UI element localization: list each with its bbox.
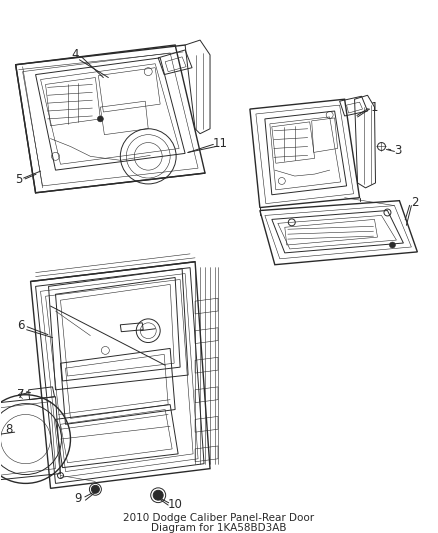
Text: Diagram for 1KA58BD3AB: Diagram for 1KA58BD3AB bbox=[151, 523, 287, 533]
Text: 11: 11 bbox=[212, 137, 227, 150]
Text: 2: 2 bbox=[411, 196, 418, 209]
Text: 6: 6 bbox=[17, 319, 25, 332]
Text: 4: 4 bbox=[72, 49, 79, 61]
Text: 7: 7 bbox=[17, 388, 25, 401]
Text: 3: 3 bbox=[394, 144, 401, 157]
Text: 1: 1 bbox=[371, 101, 378, 114]
Text: 9: 9 bbox=[75, 491, 82, 505]
Circle shape bbox=[92, 486, 99, 493]
Text: 5: 5 bbox=[15, 173, 22, 187]
Circle shape bbox=[97, 116, 103, 122]
Text: 8: 8 bbox=[5, 423, 12, 435]
Circle shape bbox=[389, 242, 396, 248]
Circle shape bbox=[153, 490, 163, 500]
Text: 2010 Dodge Caliber Panel-Rear Door: 2010 Dodge Caliber Panel-Rear Door bbox=[124, 513, 314, 523]
Text: 10: 10 bbox=[168, 498, 183, 511]
